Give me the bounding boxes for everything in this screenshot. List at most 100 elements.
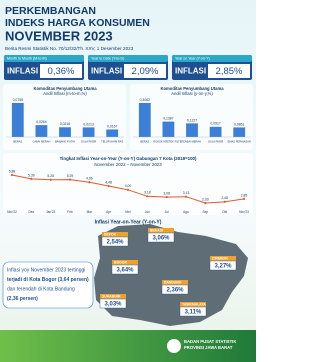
map-title: Inflasi Year-on-Year (Y-on-Y) [95, 219, 162, 225]
city-name: SUKABUMI [102, 295, 120, 299]
value-label: 2,48 [221, 196, 228, 200]
chart-title: Komoditas Penyumbang Utama [33, 86, 97, 91]
x-tick-label: Jan'23 [46, 210, 56, 214]
bar [11, 103, 24, 137]
bar [162, 121, 175, 137]
city-name: BANDUNG [164, 281, 182, 285]
x-tick-label: Apr [106, 210, 112, 214]
title-line: NOVEMBER 2023 [5, 28, 113, 43]
point [146, 195, 149, 198]
value-label: 4,00 [125, 184, 132, 188]
city-name-box [112, 260, 138, 265]
note-line: (2,36 persen) [7, 296, 38, 302]
category-label: BERAS [13, 140, 22, 144]
chart-subtitle: Andil Inflasi (y-on-y,%) [171, 91, 213, 96]
value-label: 0,0264 [36, 120, 46, 124]
value-label: 0,0861 [234, 122, 244, 126]
x-tick-label: Mar [87, 210, 93, 214]
city-value-box [101, 236, 129, 247]
value-label: 5,88 [9, 169, 16, 173]
point [30, 177, 33, 180]
value-label: 0,0213 [83, 122, 93, 126]
city-value: 3,06% [152, 235, 170, 241]
value-label: 5,29 [67, 174, 74, 178]
city-name-box [148, 228, 174, 233]
category-label: BAWANG PUTIH [55, 140, 75, 144]
city-value: 3,03% [104, 301, 122, 307]
value-label: 3,18 [144, 191, 151, 195]
bar [186, 123, 198, 137]
category-label: ROKOK KRETEK FILTER [153, 140, 183, 144]
x-tick-label: Nov'23 [239, 210, 249, 214]
summary-period: Year on Year (Y-on-Y) [175, 57, 210, 61]
value-label: 2,33 [202, 197, 209, 201]
city-value-box [111, 264, 139, 275]
city-name-box [102, 232, 128, 237]
summary-label: INFLASI [7, 67, 38, 76]
province-map [94, 224, 248, 326]
point [107, 184, 110, 188]
chart-subtitle: November 2022 – November 2023 [94, 162, 162, 167]
value-label: 3,08 [163, 191, 170, 195]
value-label: 0,1387 [163, 116, 173, 120]
point [242, 197, 246, 200]
city-name: DEPOK [104, 233, 117, 237]
summary-value: 2,09% [132, 66, 159, 77]
subtitle: Berita Resmi Statistik No. 70/12/32/Th. … [5, 46, 134, 51]
value-label: 5,39 [28, 173, 35, 177]
x-tick-label: Agu [183, 210, 189, 214]
title-line: INDEKS HARGA KONSUMEN [5, 17, 150, 29]
city-name: TASIKMALAYA [182, 303, 206, 307]
value-label: 5,28 [47, 174, 54, 178]
summary-period: Year to Date (Y-to-D) [91, 57, 124, 61]
summary-value-box [124, 64, 166, 78]
summary-period: Month to Month (M-to-M) [7, 57, 47, 61]
summary-value: 2,85% [216, 66, 243, 77]
note-line: terjadi di Kota Bogor (3,64 persen) [7, 277, 89, 283]
city-name: BEKASI [150, 229, 163, 233]
value-label: 0,0167 [107, 124, 117, 128]
category-label: GULA PASIR [208, 140, 223, 144]
summary-value-box [40, 64, 82, 78]
bar [82, 127, 95, 137]
value-label: 0,1227 [187, 118, 197, 122]
bar [233, 127, 246, 137]
city-value: 2,54% [106, 239, 124, 245]
city-value-box [179, 306, 207, 317]
panel [3, 84, 126, 150]
value-label: 0,0216 [60, 122, 70, 126]
summary-header [88, 55, 168, 62]
category-label: CABAI MERAH [183, 140, 201, 144]
bar [138, 103, 151, 137]
point [126, 188, 130, 191]
point [204, 201, 207, 205]
city-value: 3,11% [185, 309, 202, 315]
point [165, 195, 168, 199]
chart-subtitle: Andil Inflasi (m-to-m,%) [43, 91, 87, 96]
summary-header [4, 55, 84, 62]
city-name: CIREBON [212, 257, 228, 261]
category-label: TELUR AYAM RAS [101, 140, 123, 144]
summary-label: INFLASI [91, 67, 122, 76]
city-name: BOGOR [114, 261, 127, 265]
value-label: 3,13 [183, 191, 190, 195]
point [88, 181, 91, 184]
city-value: 3,27% [214, 263, 232, 269]
infographic: PERKEMBANGAN INDEKS HARGA KONSUMEN NOVEM… [0, 0, 256, 362]
city-name-box [180, 302, 206, 307]
footer-text: PROVINSI JAWA BARAT [184, 345, 233, 350]
x-tick-label: Okt [222, 210, 227, 214]
x-tick-label: Feb [67, 210, 73, 214]
bar [59, 127, 71, 137]
note-line: Inflasi yoy November 2023 tertinggi [7, 267, 85, 273]
value-label: 4,48 [105, 180, 112, 184]
chart-title: Komoditas Penyumbang Utama [160, 86, 224, 91]
x-tick-label: Des [28, 210, 34, 214]
panel [130, 84, 253, 150]
city-value: 2,36% [166, 287, 184, 293]
footer-band [0, 330, 256, 362]
value-label: 0,0755 [13, 98, 23, 102]
title-line: PERKEMBANGAN [5, 5, 96, 17]
bar [35, 125, 48, 137]
chart-title: Tingkat Inflasi Year-on-Year (Y-on-Y) Ga… [60, 156, 197, 161]
